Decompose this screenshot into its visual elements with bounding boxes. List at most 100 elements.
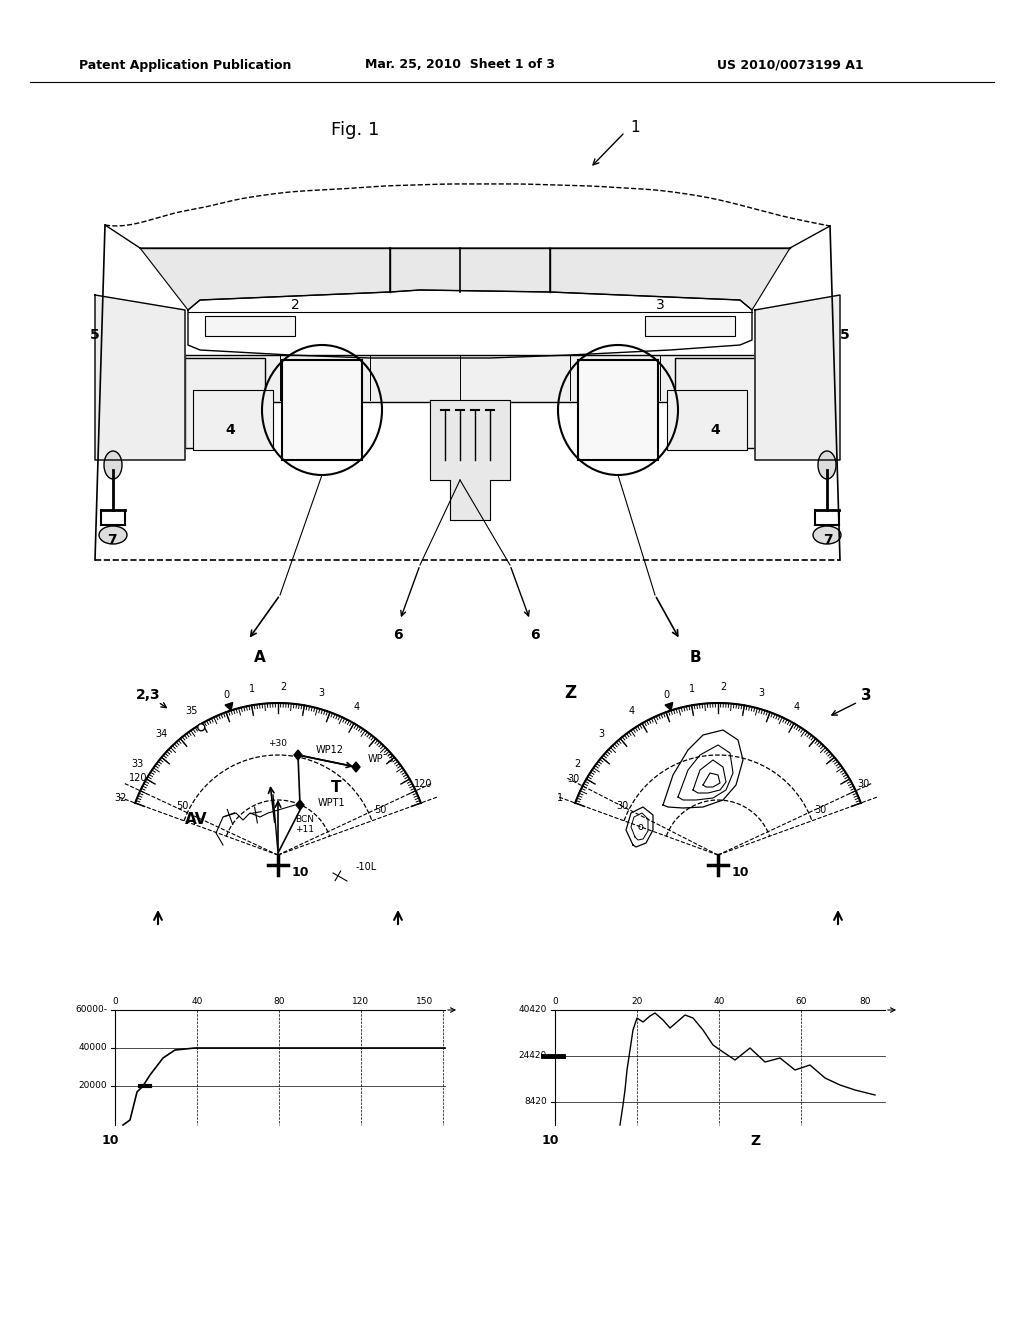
Text: A: A [254,651,266,665]
Text: 40: 40 [714,997,725,1006]
Text: 1: 1 [557,792,563,803]
Ellipse shape [818,451,836,479]
Text: 2: 2 [291,298,299,312]
Text: 10: 10 [542,1134,559,1147]
Ellipse shape [813,525,841,544]
Text: 4: 4 [225,422,234,437]
Text: T: T [331,780,341,795]
Text: 4: 4 [354,702,359,711]
Text: Patent Application Publication: Patent Application Publication [79,58,291,71]
Text: BCN: BCN [296,816,314,825]
Text: Mar. 25, 2010  Sheet 1 of 3: Mar. 25, 2010 Sheet 1 of 3 [365,58,555,71]
Text: 3: 3 [598,729,604,739]
Text: 50: 50 [374,805,386,814]
Text: 0: 0 [663,690,669,700]
Text: 2,3: 2,3 [136,688,161,702]
Text: 40420: 40420 [518,1006,547,1015]
Text: 0: 0 [112,997,118,1006]
Polygon shape [550,248,790,310]
Text: 3: 3 [759,688,765,698]
Text: 40: 40 [191,997,203,1006]
Polygon shape [755,294,840,459]
Text: Z: Z [564,684,577,702]
Text: WPT1: WPT1 [318,799,346,808]
Text: 80: 80 [273,997,285,1006]
Text: 30: 30 [814,805,826,814]
Text: 10: 10 [291,866,309,879]
Text: 120: 120 [415,780,433,789]
Polygon shape [390,248,550,292]
Text: 5: 5 [90,327,100,342]
Text: o: o [637,822,643,832]
Polygon shape [430,400,510,520]
Text: +11: +11 [296,825,314,834]
Text: 120: 120 [352,997,370,1006]
Text: 10: 10 [731,866,749,879]
Bar [185,355,755,403]
Text: 35: 35 [185,706,198,715]
Text: 3: 3 [861,688,871,702]
Text: 8420: 8420 [524,1097,547,1106]
Text: 0: 0 [552,997,558,1006]
Text: 1: 1 [630,120,640,136]
Text: 6: 6 [530,628,540,642]
Text: 1: 1 [249,684,255,694]
Text: 40000: 40000 [79,1044,106,1052]
Text: WP12: WP12 [316,744,344,755]
Text: 2: 2 [574,759,581,768]
Bar [185,358,265,447]
Text: 20000: 20000 [79,1081,106,1090]
Polygon shape [665,702,673,710]
Text: -10L: -10L [355,862,377,873]
Text: 4: 4 [629,706,635,715]
Bar [578,360,658,459]
Text: 2: 2 [721,682,727,692]
Circle shape [198,723,205,731]
Text: 33: 33 [131,759,143,768]
Text: 32: 32 [114,792,126,803]
Polygon shape [352,762,360,772]
Text: Fig. 1: Fig. 1 [331,121,379,139]
Text: 7: 7 [108,533,117,546]
Text: 20: 20 [632,997,643,1006]
Text: 4: 4 [794,702,800,711]
Text: 60000-: 60000- [75,1006,106,1015]
Text: 80: 80 [859,997,870,1006]
Polygon shape [225,702,232,710]
Bar [645,315,735,337]
Text: Z: Z [750,1134,760,1148]
Bar [675,358,755,447]
Text: 3: 3 [318,688,325,698]
Text: 34: 34 [156,729,167,739]
Text: 7: 7 [823,533,833,546]
Text: 150: 150 [417,997,433,1006]
Text: 30: 30 [857,780,869,789]
Text: 50: 50 [176,801,188,812]
Text: 10: 10 [101,1134,119,1147]
Text: 2: 2 [281,682,287,692]
Text: 6: 6 [393,628,402,642]
Text: 3: 3 [655,298,665,312]
Polygon shape [296,800,304,810]
Ellipse shape [99,525,127,544]
Text: 24420: 24420 [519,1052,547,1060]
Text: US 2010/0073199 A1: US 2010/0073199 A1 [717,58,863,71]
Text: AV: AV [184,813,207,828]
Text: 30: 30 [616,801,629,812]
Bar [205,315,295,337]
Polygon shape [140,248,390,310]
Text: B: B [689,651,700,665]
Text: 4: 4 [710,422,720,437]
Text: 1: 1 [689,684,694,694]
Text: WP¯3: WP¯3 [368,754,394,764]
Bar [282,360,362,459]
Ellipse shape [104,451,122,479]
Text: 60: 60 [796,997,807,1006]
Text: 0: 0 [223,690,229,700]
Text: 5: 5 [840,327,850,342]
Polygon shape [95,294,185,459]
Bar [667,389,746,450]
Text: 120: 120 [129,772,147,783]
Polygon shape [294,750,302,760]
Text: 30: 30 [567,774,580,784]
